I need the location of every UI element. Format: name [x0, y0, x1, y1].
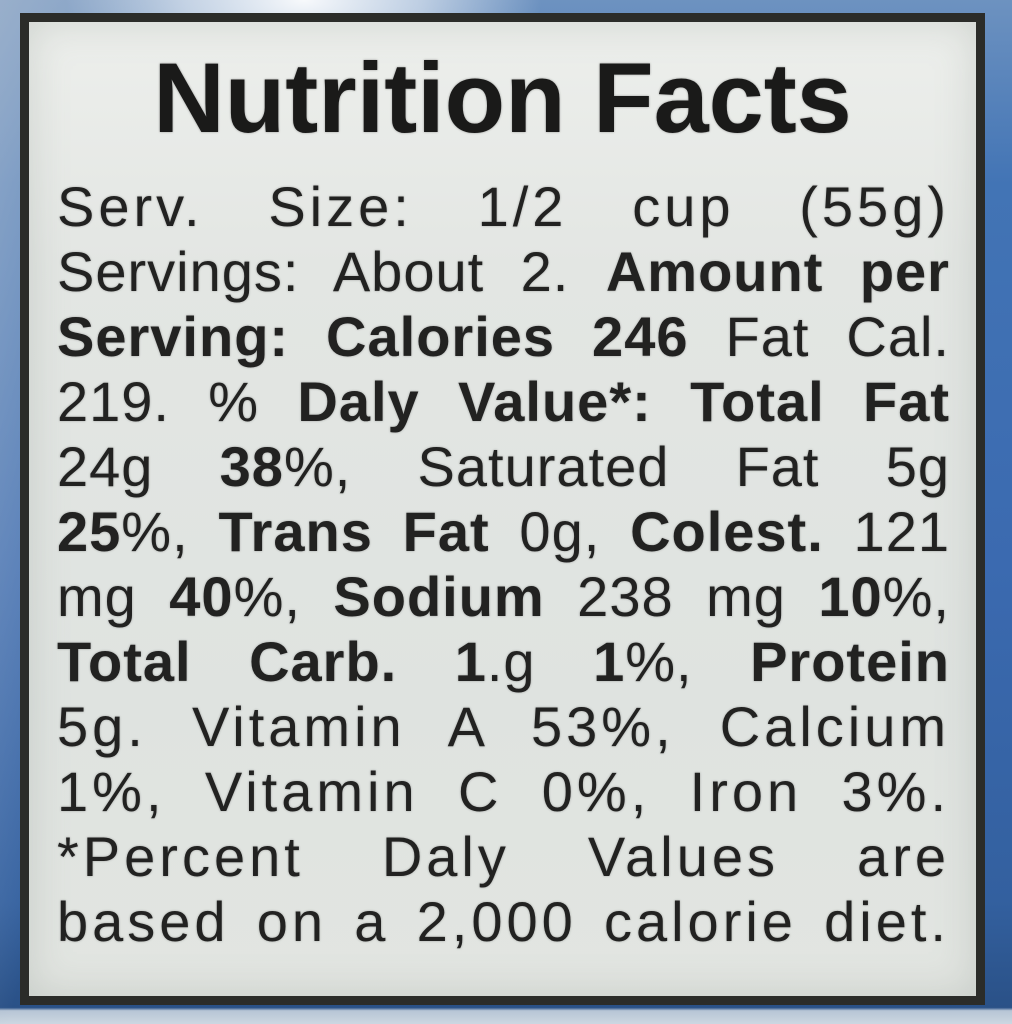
label-line-vitamin-c-iron: 1%, Vitamin C 0%, Iron 3%. [57, 759, 950, 824]
text-segment: 38 [219, 435, 284, 498]
label-line-footnote-1: *Percent Daly Values are [57, 824, 950, 889]
label-title: Nutrition Facts [153, 42, 852, 153]
text-segment: Servings: About 2. [57, 240, 606, 303]
text-segment: %, [233, 565, 334, 628]
text-segment: mg [57, 565, 170, 628]
text-segment: Daly Value*: Total Fat [297, 370, 950, 433]
label-line-trans-fat-cholesterol: 25%, Trans Fat 0g, Colest. 121 [57, 499, 950, 564]
text-segment: Trans Fat [218, 500, 490, 563]
text-segment: Serving: Calories 246 [57, 305, 689, 368]
label-line-servings: Servings: About 2. Amount per [57, 239, 950, 304]
text-segment: based on a 2,000 calorie diet. [57, 890, 950, 953]
label-line-vitamin-a-calcium: 5g. Vitamin A 53%, Calcium [57, 694, 950, 759]
label-line-calories: Serving: Calories 246 Fat Cal. [57, 304, 950, 369]
text-segment: *Percent Daly Values are [57, 825, 950, 888]
label-line-sodium: mg 40%, Sodium 238 mg 10%, [57, 564, 950, 629]
label-line-carb-protein: Total Carb. 1.g 1%, Protein [57, 629, 950, 694]
label-line-serving-size: Serv. Size: 1/2 cup (55g) [57, 174, 950, 239]
nutrition-facts-label: Nutrition Facts Serv. Size: 1/2 cup (55g… [20, 13, 985, 1005]
text-segment: Colest. [630, 500, 824, 563]
text-segment: 219. % [57, 370, 298, 433]
text-segment: 5g. Vitamin A 53%, Calcium [57, 695, 950, 758]
label-body: Serv. Size: 1/2 cup (55g) Servings: Abou… [57, 174, 950, 954]
text-segment: 10 [818, 565, 883, 628]
text-segment: 24g [57, 435, 220, 498]
text-segment: 40 [169, 565, 234, 628]
text-segment: %, [625, 630, 751, 693]
text-segment: 238 mg [544, 565, 819, 628]
text-segment: .g [486, 630, 594, 693]
text-segment: %, [882, 565, 950, 628]
text-segment: 0g, [489, 500, 631, 563]
text-segment: Fat Cal. [688, 305, 950, 368]
text-segment: Total Carb. 1 [57, 630, 487, 693]
label-line-daily-value: 219. % Daly Value*: Total Fat [57, 369, 950, 434]
label-line-total-fat: 24g 38%, Saturated Fat 5g [57, 434, 950, 499]
text-segment: Serv. Size: 1/2 cup (55g) [57, 175, 950, 238]
text-segment: 121 [823, 500, 950, 563]
label-line-footnote-2: based on a 2,000 calorie diet. [57, 889, 950, 954]
text-segment: Amount per [605, 240, 950, 303]
text-segment: Protein [750, 630, 950, 693]
text-segment: Sodium [333, 565, 545, 628]
text-segment: %, [121, 500, 219, 563]
text-segment: %, Saturated Fat 5g [283, 435, 950, 498]
text-segment: 1 [593, 630, 626, 693]
text-segment: 25 [57, 500, 122, 563]
text-segment: 1%, Vitamin C 0%, Iron 3%. [57, 760, 950, 823]
